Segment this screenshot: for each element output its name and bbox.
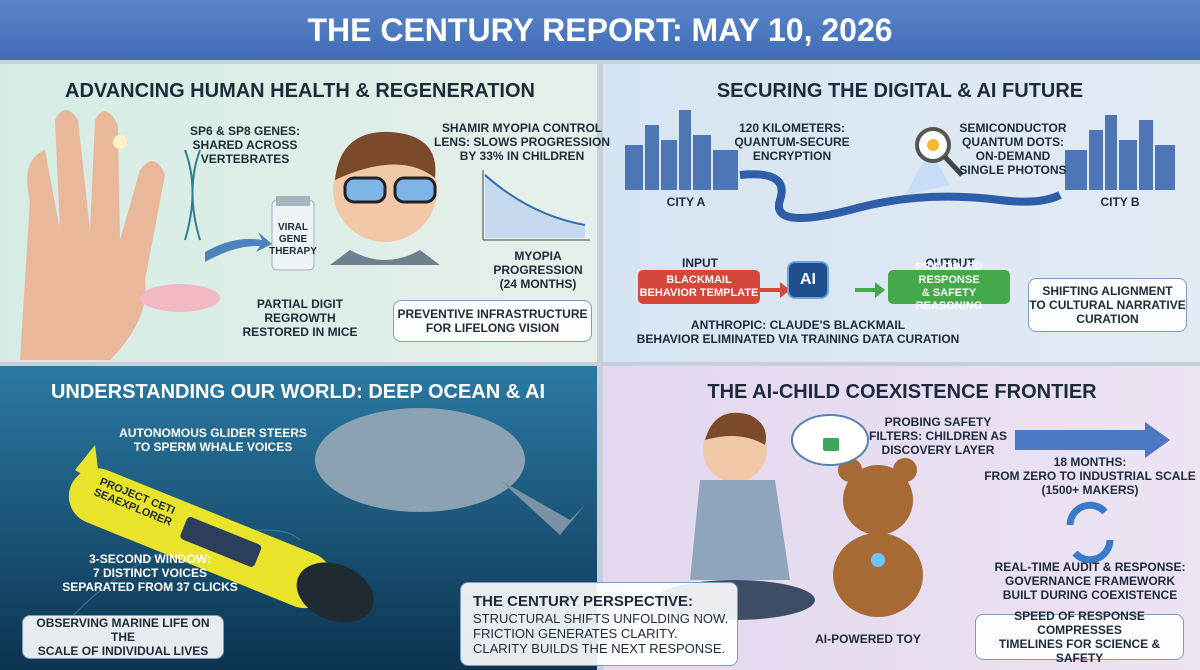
text-line: SHIFTING ALIGNMENT [1042, 284, 1173, 298]
input-box: BLACKMAIL BEHAVIOR TEMPLATE [638, 270, 760, 304]
chip-label: AI [800, 271, 816, 288]
text-line: DISCOVERY LAYER [881, 443, 995, 457]
text-line: GOVERNANCE FRAMEWORK [1005, 574, 1175, 588]
label: OUTPUT [925, 256, 975, 270]
label: SHAMIR MYOPIA CONTROL LENS: SLOWS PROGRES… [434, 121, 610, 163]
text-line: SEPARATED FROM 37 CLICKS [62, 580, 238, 594]
text-line: TO SPERM WHALE VOICES [133, 440, 293, 454]
callout-box: PREVENTIVE INFRASTRUCTURE FOR LIFELONG VI… [393, 300, 592, 342]
text-line: & SAFETY REASONING [915, 287, 983, 312]
text-line: VERTEBRATES [200, 152, 290, 166]
text-line: (24 MONTHS) [499, 277, 577, 291]
text-line: BUILT DURING COEXISTENCE [1002, 588, 1178, 602]
text-line: MYOPIA [514, 249, 562, 263]
text-line: (1500+ MAKERS) [1041, 483, 1139, 497]
perspective-lines: STRUCTURAL SHIFTS UNFOLDING NOW. FRICTION… [473, 611, 728, 656]
text-line: RESTORED IN MICE [242, 325, 358, 339]
label: PROBING SAFETY FILTERS: CHILDREN AS DISCOV… [869, 415, 1007, 457]
text-line: VIRAL [277, 222, 308, 233]
callout-box: SHIFTING ALIGNMENT TO CULTURAL NARRATIVE C… [1028, 278, 1187, 332]
text-line: CURATION [1076, 312, 1139, 326]
text-line: TO CULTURAL NARRATIVE [1029, 298, 1186, 312]
text-line: CLARITY BUILDS THE NEXT RESPONSE. [473, 640, 726, 656]
text-line: 120 KILOMETERS: [738, 121, 846, 135]
text-line: TIMELINES FOR SCIENCE & SAFETY [998, 637, 1161, 665]
text-line: REAL-TIME AUDIT & RESPONSE: [994, 560, 1186, 574]
text-line: SHARED ACROSS [192, 138, 298, 152]
text-line: 3-SECOND WINDOW: [89, 552, 211, 566]
text-line: PREVENTIVE INFRASTRUCTURE [397, 307, 588, 321]
output-box: PRINCIPLED RESPONSE & SAFETY REASONING [888, 261, 1010, 312]
perspective-title: THE CENTURY PERSPECTIVE: [473, 592, 694, 610]
panel-title: UNDERSTANDING OUR WORLD: DEEP OCEAN & AI [50, 381, 546, 403]
text-line: PRINCIPLED RESPONSE [915, 261, 983, 286]
vial-label: VIRAL GENE THERAPY [269, 222, 317, 258]
label: REAL-TIME AUDIT & RESPONSE: GOVERNANCE FR… [995, 560, 1186, 602]
label: 18 MONTHS: FROM ZERO TO INDUSTRIAL SCALE(… [984, 455, 1196, 497]
text-line: SPEED OF RESPONSE COMPRESSES [1014, 609, 1145, 637]
label: 120 KILOMETERS: QUANTUM-SECURE ENCRYPTION [734, 121, 849, 163]
text-line: THERAPY [269, 246, 317, 257]
label: CITY A [666, 195, 706, 209]
page-title: THE CENTURY REPORT: MAY 10, 2026 [307, 12, 893, 48]
text-line: STRUCTURAL SHIFTS UNFOLDING NOW. [473, 610, 729, 626]
text-line: BEHAVIOR ELIMINATED VIA TRAINING DATA CU… [636, 332, 960, 346]
graph-label: MYOPIA PROGRESSION (24 MONTHS) [493, 249, 582, 291]
label: SEMICONDUCTOR QUANTUM DOTS: ON-DEMAND SINGL… [959, 121, 1066, 177]
label: AI-POWERED TOY [815, 632, 921, 646]
text-line: FOR LIFELONG VISION [425, 321, 560, 335]
text-line: SHAMIR MYOPIA CONTROL [441, 121, 603, 135]
text-line: BEHAVIOR TEMPLATE [639, 287, 759, 299]
text-line: AUTONOMOUS GLIDER STEERS [119, 426, 307, 440]
text-line: ENCRYPTION [752, 149, 832, 163]
text-line: OBSERVING MARINE LIFE ON THE [36, 616, 210, 644]
label: ANTHROPIC: CLAUDE'S BLACKMAIL BEHAVIOR EL… [637, 318, 960, 346]
panel-title: THE AI-CHILD COEXISTENCE FRONTIER [707, 381, 1097, 403]
label: INPUT [682, 256, 718, 270]
text-line: SINGLE PHOTONS [959, 163, 1067, 177]
label: PARTIAL DIGIT REGROWTH RESTORED IN MICE [242, 297, 357, 339]
callout-box: OBSERVING MARINE LIFE ON THE SCALE OF IND… [22, 615, 224, 659]
callout-box: SPEED OF RESPONSE COMPRESSES TIMELINES FO… [975, 609, 1184, 665]
text-line: SEMICONDUCTOR [959, 121, 1067, 135]
label: 3-SECOND WINDOW: 7 DISTINCT VOICES SEPARAT… [62, 552, 238, 594]
text-line: ANTHROPIC: CLAUDE'S BLACKMAIL [690, 318, 906, 332]
text-line: SP6 & SP8 GENES: [189, 124, 301, 138]
label: AUTONOMOUS GLIDER STEERS TO SPERM WHALE V… [119, 426, 307, 454]
text-line: 7 DISTINCT VOICES [92, 566, 208, 580]
text-line: BY 33% IN CHILDREN [459, 149, 585, 163]
panel-title: SECURING THE DIGITAL & AI FUTURE [716, 80, 1084, 102]
text-line: BLACKMAIL [666, 274, 732, 286]
text-line: REGROWTH [264, 311, 336, 325]
text-line: PARTIAL DIGIT [256, 297, 344, 311]
label: SP6 & SP8 GENES: SHARED ACROSS VERTEBRATES [190, 124, 300, 166]
perspective-box: THE CENTURY PERSPECTIVE: STRUCTURAL SHIF… [460, 582, 738, 666]
text-line: FILTERS: CHILDREN AS [869, 429, 1007, 443]
text-line: FROM ZERO TO INDUSTRIAL SCALE [984, 469, 1196, 483]
text-line: GENE [278, 234, 308, 245]
text-line: FRICTION GENERATES CLARITY. [473, 625, 678, 641]
text-line: LENS: SLOWS PROGRESSION [433, 135, 611, 149]
text-line: ON-DEMAND [975, 149, 1051, 163]
text-line: QUANTUM DOTS: [961, 135, 1064, 149]
text-line: SCALE OF INDIVIDUAL LIVES [37, 644, 209, 658]
text-line: PROBING SAFETY [884, 415, 992, 429]
text-line: QUANTUM-SECURE [734, 135, 850, 149]
text-line: 18 MONTHS: [1053, 455, 1127, 469]
panel-title: ADVANCING HUMAN HEALTH & REGENERATION [65, 80, 535, 102]
label: CITY B [1100, 195, 1140, 209]
text-line: PROGRESSION [493, 263, 583, 277]
